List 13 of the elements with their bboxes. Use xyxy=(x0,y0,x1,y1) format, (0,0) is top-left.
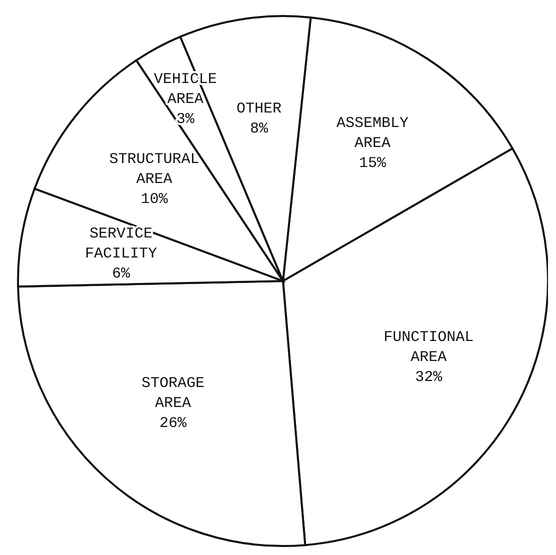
data-label: 3% xyxy=(176,110,196,128)
slice-label: FUNCTIONAL AREA xyxy=(384,328,474,366)
slice-label: OTHER xyxy=(236,100,282,117)
data-label: 26% xyxy=(160,414,188,432)
data-label: 6% xyxy=(112,265,131,282)
slice-label: STRUCTURAL AREA xyxy=(109,150,200,188)
data-label: 15% xyxy=(358,154,387,172)
slice-label: STORAGE AREA xyxy=(142,374,205,412)
slice-label: SERVICE FACILITY xyxy=(84,225,158,262)
slice-label: ASSEMBLY AREA xyxy=(336,114,408,152)
data-label: 8% xyxy=(250,120,269,137)
data-label: 32% xyxy=(415,368,444,386)
data-label: 10% xyxy=(140,190,169,208)
